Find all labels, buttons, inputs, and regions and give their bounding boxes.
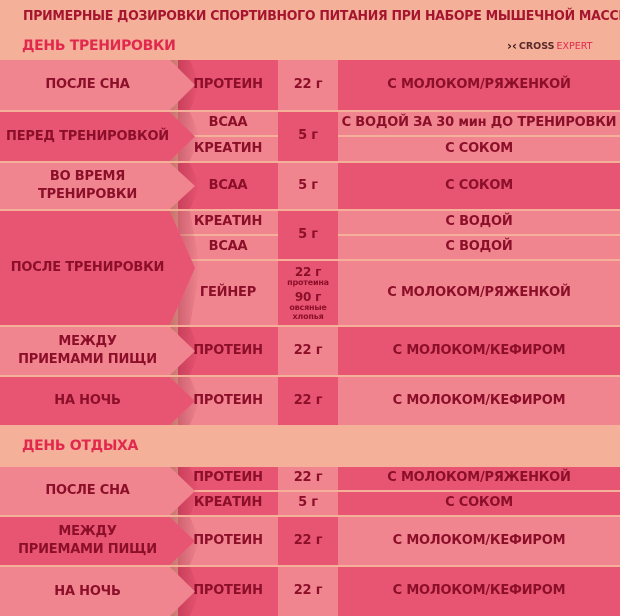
arrow-shape: [0, 467, 200, 515]
arrow-shape: [0, 517, 200, 565]
time-label: ПОСЛЕ СНА: [45, 483, 130, 499]
dose-cell: 22 г: [278, 377, 338, 425]
dose-cell: 22 г протеина 90 г овсяные хлопья: [278, 261, 338, 325]
arrow-shape: [0, 211, 200, 325]
product-cell: ПРОТЕИН: [178, 467, 278, 490]
product-cell: BCAA: [178, 112, 278, 135]
arrow-shape: [0, 60, 200, 110]
method-cell: С МОЛОКОМ/РЯЖЕНКОЙ: [338, 467, 620, 490]
method-cell: С МОЛОКОМ/КЕФИРОМ: [338, 377, 620, 425]
method-cell: С ВОДОЙ ЗА 30 мин ДО ТРЕНИРОВКИ: [338, 112, 620, 135]
product-cell: КРЕАТИН: [178, 211, 278, 234]
section-heading-rest-day: ДЕНЬ ОТДЫХА: [22, 438, 139, 454]
method-cell: С ВОДОЙ: [338, 236, 620, 259]
logo-mark-icon: ›‹: [507, 39, 517, 53]
method-cell: С СОКОМ: [338, 492, 620, 515]
method-cell: С СОКОМ: [338, 137, 620, 161]
dose-cell: 22 г: [278, 60, 338, 110]
dose-cell: 22 г: [278, 467, 338, 490]
method-cell: С МОЛОКОМ/КЕФИРОМ: [338, 327, 620, 375]
crossexpert-logo: ›‹ CROSS EXPERT: [507, 39, 593, 53]
product-cell: BCAA: [178, 236, 278, 259]
time-label: НА НОЧЬ: [54, 393, 121, 409]
dose-cell: 5 г: [278, 163, 338, 209]
time-label: ПОСЛЕ ТРЕНИРОВКИ: [10, 260, 165, 276]
time-label: ПОСЛЕ СНА: [45, 77, 130, 93]
dose-cell: 5 г: [278, 492, 338, 515]
method-cell: С МОЛОКОМ/РЯЖЕНКОЙ: [338, 60, 620, 110]
product-cell: ПРОТЕИН: [178, 567, 278, 616]
arrow-shape: [0, 163, 200, 209]
product-cell: КРЕАТИН: [178, 492, 278, 515]
dose-cell: 22 г: [278, 567, 338, 616]
page-title: ПРИМЕРНЫЕ ДОЗИРОВКИ СПОРТИВНОГО ПИТАНИЯ …: [23, 8, 620, 24]
arrow-shape: [0, 327, 200, 375]
dose-cell: 5 г: [278, 112, 338, 161]
method-cell: С СОКОМ: [338, 163, 620, 209]
dose-cell: 5 г: [278, 211, 338, 259]
arrow-shape: [0, 567, 200, 616]
time-label: МЕЖДУ ПРИЕМАМИ ПИЩИ: [18, 334, 157, 367]
method-cell: С ВОДОЙ: [338, 211, 620, 234]
method-cell: С МОЛОКОМ/КЕФИРОМ: [338, 567, 620, 616]
dose-cell: 22 г: [278, 327, 338, 375]
arrow-shape: [0, 112, 200, 161]
method-cell: С МОЛОКОМ/КЕФИРОМ: [338, 517, 620, 565]
section-heading-training-day: ДЕНЬ ТРЕНИРОВКИ: [22, 38, 176, 54]
arrow-shape: [0, 377, 200, 425]
dose-cell: 22 г: [278, 517, 338, 565]
time-label: ВО ВРЕМЯ ТРЕНИРОВКИ: [37, 169, 138, 202]
method-cell: С МОЛОКОМ/РЯЖЕНКОЙ: [338, 261, 620, 325]
time-label: НА НОЧЬ: [54, 583, 121, 599]
time-label: ПЕРЕД ТРЕНИРОВКОЙ: [6, 128, 169, 144]
time-label: МЕЖДУ ПРИЕМАМИ ПИЩИ: [18, 524, 157, 557]
